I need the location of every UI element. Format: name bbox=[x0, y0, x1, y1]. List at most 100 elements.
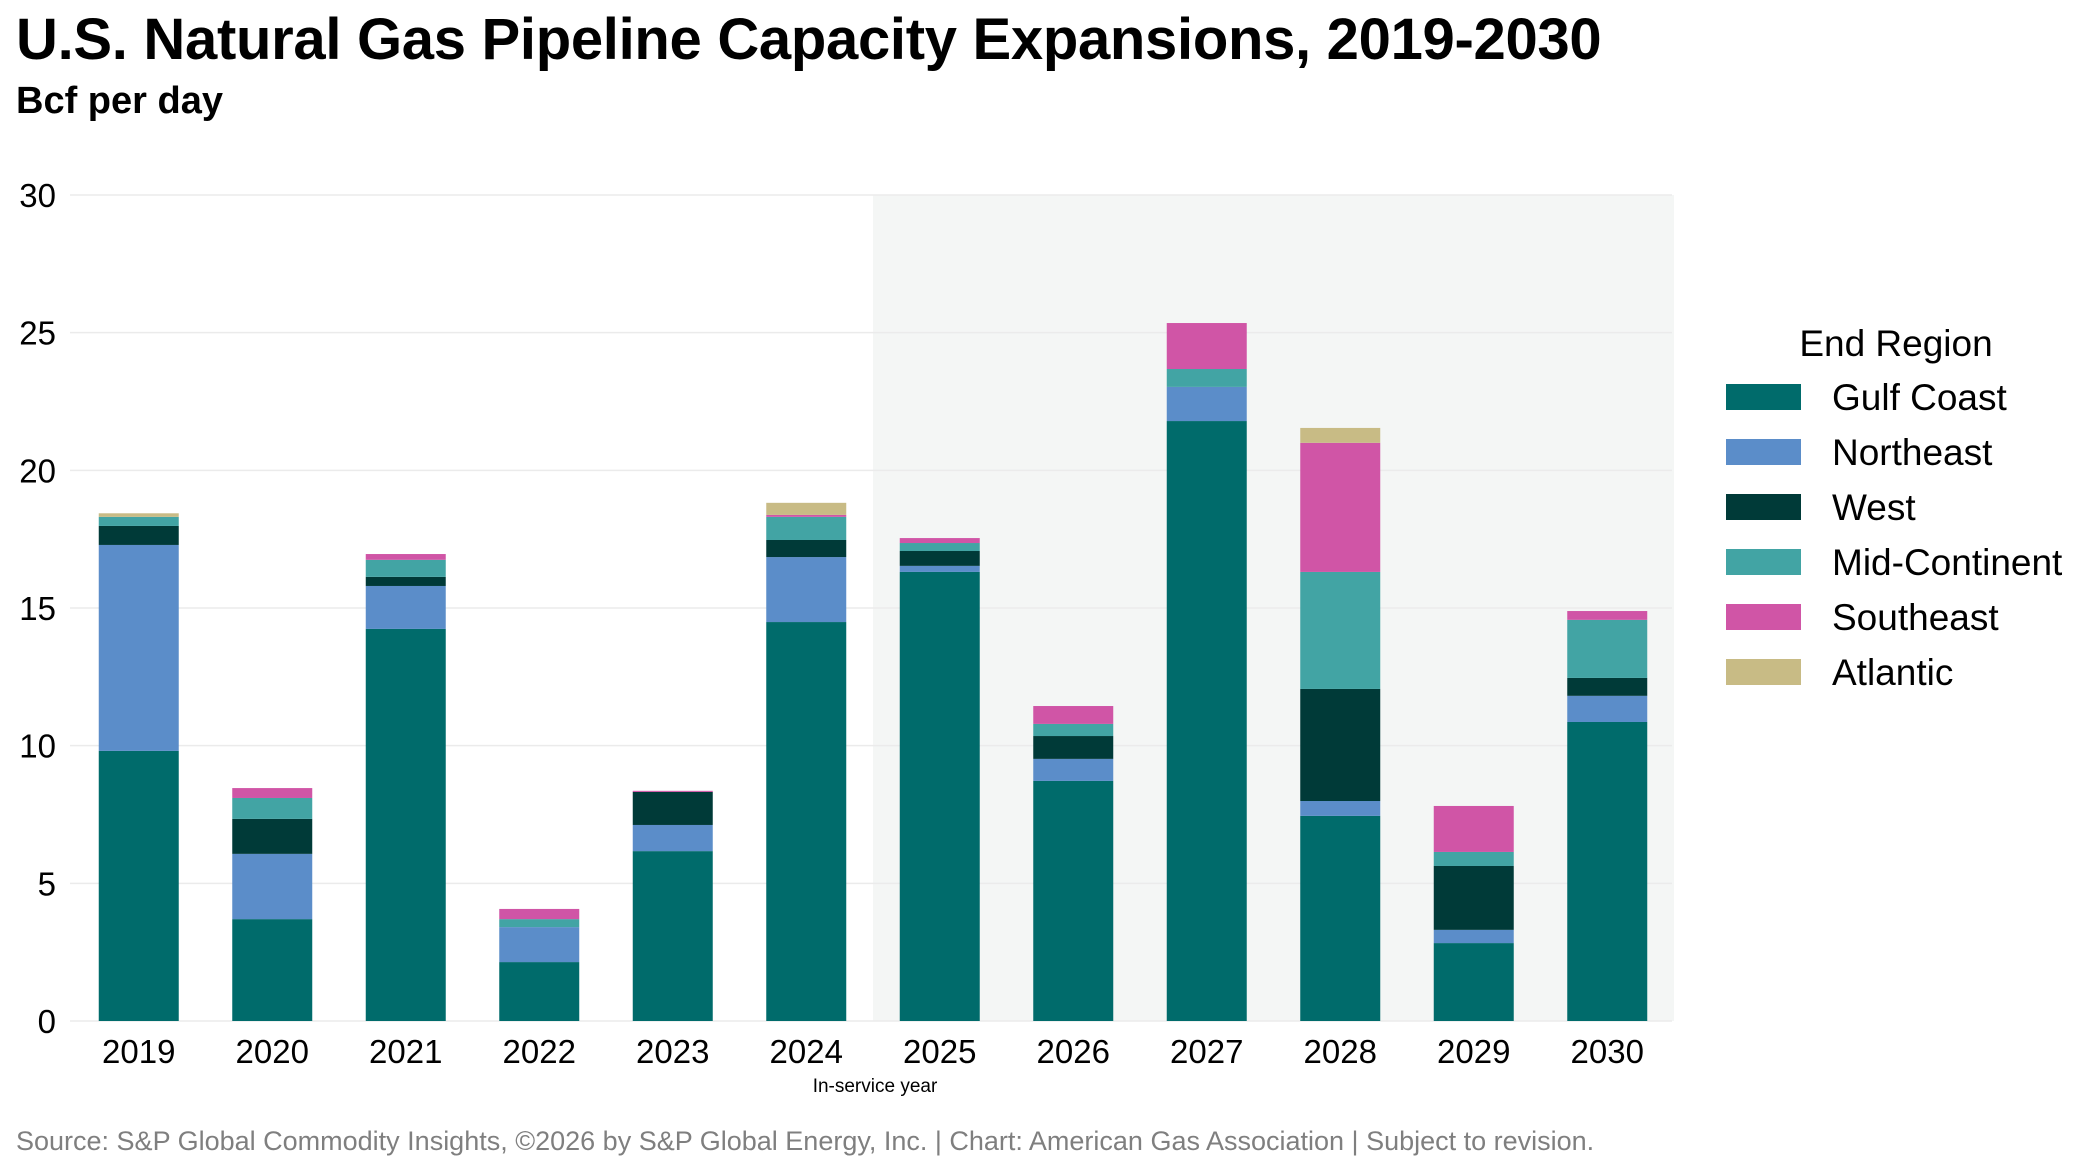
bar-segment-northeast-2025 bbox=[899, 565, 980, 572]
bar-stack-2026 bbox=[1033, 706, 1114, 1021]
x-tick-label: 2021 bbox=[369, 1033, 442, 1070]
bar-segment-mid-continent-2019 bbox=[98, 516, 179, 526]
bar-segment-gulf-coast-2029 bbox=[1433, 943, 1514, 1021]
bar-segment-west-2029 bbox=[1433, 865, 1514, 930]
bar-segment-west-2026 bbox=[1033, 736, 1114, 759]
bar-segment-mid-continent-2030 bbox=[1567, 619, 1648, 678]
y-tick-label: 5 bbox=[38, 865, 56, 902]
bar-stack-2022 bbox=[499, 908, 580, 1021]
bar-segment-gulf-coast-2030 bbox=[1567, 721, 1648, 1021]
bar-segment-gulf-coast-2024 bbox=[766, 622, 847, 1021]
bar-segment-gulf-coast-2021 bbox=[365, 628, 446, 1021]
bar-segment-southeast-2027 bbox=[1166, 323, 1247, 370]
bar-stack-2028 bbox=[1300, 427, 1381, 1021]
bar-segment-northeast-2030 bbox=[1567, 695, 1648, 722]
bar-stack-2025 bbox=[899, 538, 980, 1021]
bar-segment-mid-continent-2021 bbox=[365, 559, 446, 577]
legend-item: Southeast bbox=[1726, 597, 1999, 638]
chart-title: U.S. Natural Gas Pipeline Capacity Expan… bbox=[16, 7, 1602, 72]
legend-swatch bbox=[1726, 659, 1801, 685]
bar-stack-2027 bbox=[1166, 323, 1247, 1021]
bar-segment-gulf-coast-2028 bbox=[1300, 815, 1381, 1021]
x-tick-label: 2025 bbox=[903, 1033, 976, 1070]
x-tick-label: 2028 bbox=[1304, 1033, 1377, 1070]
bar-segment-mid-continent-2028 bbox=[1300, 571, 1381, 689]
legend-swatch bbox=[1726, 439, 1801, 465]
bar-segment-northeast-2029 bbox=[1433, 929, 1514, 944]
bar-segment-southeast-2020 bbox=[232, 788, 313, 798]
bar-segment-mid-continent-2025 bbox=[899, 543, 980, 552]
chart-subtitle: Bcf per day bbox=[16, 80, 223, 122]
legend-item: West bbox=[1726, 487, 1916, 528]
legend-label: West bbox=[1832, 487, 1916, 528]
legend-swatch bbox=[1726, 604, 1801, 630]
legend-label: Atlantic bbox=[1832, 652, 1953, 693]
bar-segment-gulf-coast-2027 bbox=[1166, 421, 1247, 1021]
bar-segment-mid-continent-2026 bbox=[1033, 723, 1114, 737]
bar-segment-northeast-2020 bbox=[232, 853, 313, 920]
bar-stack-2024 bbox=[766, 502, 847, 1021]
x-tick-label: 2027 bbox=[1170, 1033, 1243, 1070]
legend-swatch bbox=[1726, 384, 1801, 410]
bar-segment-mid-continent-2027 bbox=[1166, 369, 1247, 387]
bar-segment-northeast-2028 bbox=[1300, 801, 1381, 816]
legend-item: Atlantic bbox=[1726, 652, 1953, 693]
bar-segment-southeast-2026 bbox=[1033, 706, 1114, 724]
y-tick-label: 15 bbox=[19, 590, 56, 627]
bar-segment-mid-continent-2020 bbox=[232, 797, 313, 819]
bar-segment-west-2028 bbox=[1300, 688, 1381, 802]
x-tick-label: 2030 bbox=[1571, 1033, 1644, 1070]
bar-segment-southeast-2029 bbox=[1433, 805, 1514, 852]
bar-segment-atlantic-2019 bbox=[98, 513, 179, 517]
legend-title: End Region bbox=[1799, 323, 1992, 364]
bar-stack-2021 bbox=[365, 554, 446, 1021]
bar-segment-gulf-coast-2025 bbox=[899, 571, 980, 1021]
legend-swatch bbox=[1726, 549, 1801, 575]
x-tick-label: 2024 bbox=[770, 1033, 843, 1070]
x-tick-label: 2029 bbox=[1437, 1033, 1510, 1070]
y-tick-label: 20 bbox=[19, 452, 56, 489]
bar-stack-2020 bbox=[232, 788, 313, 1021]
y-tick-label: 30 bbox=[19, 177, 56, 214]
bar-stack-2019 bbox=[98, 513, 179, 1021]
bar-segment-southeast-2024 bbox=[766, 514, 847, 517]
bar-segment-west-2030 bbox=[1567, 677, 1648, 696]
bar-stack-2029 bbox=[1433, 805, 1514, 1021]
bar-segment-southeast-2030 bbox=[1567, 611, 1648, 620]
bar-segment-southeast-2028 bbox=[1300, 442, 1381, 572]
bar-segment-west-2021 bbox=[365, 576, 446, 586]
bar-segment-gulf-coast-2020 bbox=[232, 919, 313, 1021]
bar-segment-northeast-2024 bbox=[766, 557, 847, 623]
y-tick-label: 10 bbox=[19, 728, 56, 765]
legend-item: Mid-Continent bbox=[1726, 542, 2063, 583]
source-footer: Source: S&P Global Commodity Insights, ©… bbox=[16, 1126, 1595, 1156]
legend-label: Mid-Continent bbox=[1832, 542, 2063, 583]
bar-segment-gulf-coast-2026 bbox=[1033, 780, 1114, 1021]
bar-segment-northeast-2026 bbox=[1033, 758, 1114, 781]
bar-segment-northeast-2027 bbox=[1166, 386, 1247, 422]
x-tick-label: 2023 bbox=[636, 1033, 709, 1070]
x-tick-label: 2022 bbox=[503, 1033, 576, 1070]
x-tick-label: 2020 bbox=[236, 1033, 309, 1070]
bar-segment-northeast-2021 bbox=[365, 585, 446, 629]
bar-segment-gulf-coast-2023 bbox=[632, 851, 713, 1021]
legend-item: Gulf Coast bbox=[1726, 377, 2008, 418]
legend-label: Southeast bbox=[1832, 597, 1999, 638]
bar-segment-northeast-2019 bbox=[98, 544, 179, 751]
legend: End Region Gulf Coast Northeast West Mid-Con… bbox=[1726, 323, 2063, 693]
bar-segment-west-2025 bbox=[899, 551, 980, 566]
bar-segment-southeast-2022 bbox=[499, 908, 580, 920]
bar-segment-southeast-2021 bbox=[365, 554, 446, 560]
x-tick-label: 2019 bbox=[102, 1033, 175, 1070]
bar-segment-mid-continent-2022 bbox=[499, 919, 580, 928]
bar-segment-southeast-2023 bbox=[632, 790, 713, 792]
bar-segment-west-2023 bbox=[632, 791, 713, 825]
x-tick-label: 2026 bbox=[1037, 1033, 1110, 1070]
bar-segment-mid-continent-2029 bbox=[1433, 851, 1514, 866]
legend-label: Gulf Coast bbox=[1832, 377, 2008, 418]
legend-item: Northeast bbox=[1726, 432, 1993, 473]
bar-stack-2030 bbox=[1567, 611, 1648, 1021]
bar-segment-mid-continent-2024 bbox=[766, 516, 847, 540]
bar-segment-west-2019 bbox=[98, 525, 179, 545]
bar-segment-atlantic-2024 bbox=[766, 502, 847, 515]
